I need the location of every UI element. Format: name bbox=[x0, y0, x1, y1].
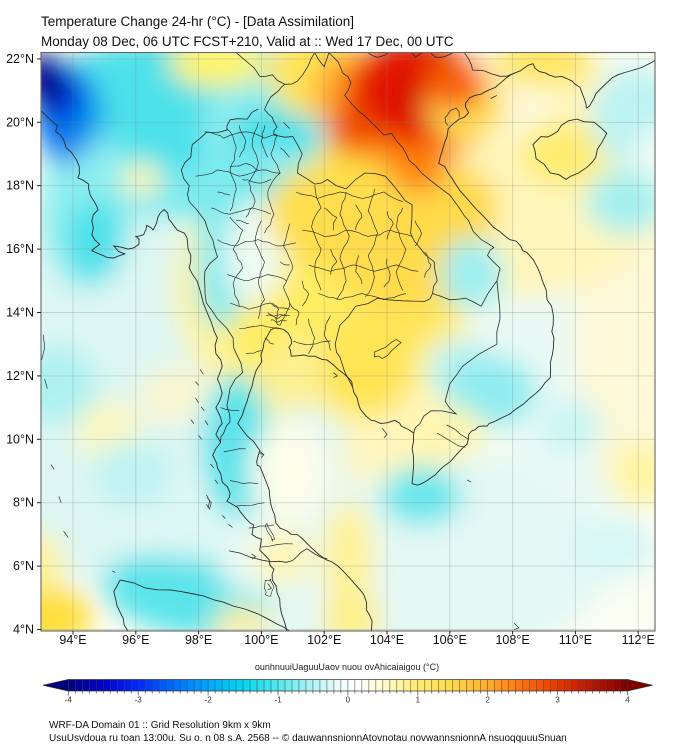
svg-text:-4: -4 bbox=[65, 696, 73, 705]
svg-text:ounhnuuiUaguuUaov nuou ovAhica: ounhnuuiUaguuUaov nuou ovAhicaiaigou (°C… bbox=[255, 662, 439, 672]
svg-text:WRF-DA Domain 01 :: Grid Resol: WRF-DA Domain 01 :: Grid Resolution 9km … bbox=[49, 720, 271, 731]
svg-text:1: 1 bbox=[416, 696, 421, 705]
svg-text:104°E: 104°E bbox=[370, 633, 404, 647]
svg-text:18°N: 18°N bbox=[6, 179, 34, 193]
svg-text:-2: -2 bbox=[205, 696, 213, 705]
svg-text:100°E: 100°E bbox=[244, 633, 278, 647]
svg-text:4: 4 bbox=[625, 696, 630, 705]
svg-text:2: 2 bbox=[485, 696, 490, 705]
svg-text:22°N: 22°N bbox=[6, 52, 34, 66]
svg-text:8°N: 8°N bbox=[13, 496, 34, 510]
svg-text:110°E: 110°E bbox=[559, 633, 592, 647]
svg-text:112°E: 112°E bbox=[622, 633, 655, 647]
svg-text:102°E: 102°E bbox=[307, 633, 341, 647]
svg-text:4°N: 4°N bbox=[13, 623, 34, 637]
svg-text:6°N: 6°N bbox=[13, 559, 34, 573]
svg-text:20°N: 20°N bbox=[6, 115, 34, 129]
svg-text:98°E: 98°E bbox=[185, 633, 212, 647]
svg-text:0: 0 bbox=[346, 696, 351, 705]
svg-text:106°E: 106°E bbox=[433, 633, 467, 647]
svg-text:14°N: 14°N bbox=[6, 306, 34, 320]
svg-text:108°E: 108°E bbox=[495, 633, 529, 647]
svg-text:16°N: 16°N bbox=[6, 242, 34, 256]
svg-text:UsuUsvdoua ru toan 13:00u. Su: UsuUsvdoua ru toan 13:00u. Su o. n 08 s.… bbox=[49, 733, 567, 744]
svg-text:94°E: 94°E bbox=[59, 633, 86, 647]
svg-text:3: 3 bbox=[555, 696, 560, 705]
svg-text:96°E: 96°E bbox=[122, 633, 149, 647]
svg-text:10°N: 10°N bbox=[6, 432, 34, 446]
svg-text:12°N: 12°N bbox=[6, 369, 34, 383]
svg-text:-1: -1 bbox=[274, 696, 282, 705]
svg-text:-3: -3 bbox=[135, 696, 143, 705]
